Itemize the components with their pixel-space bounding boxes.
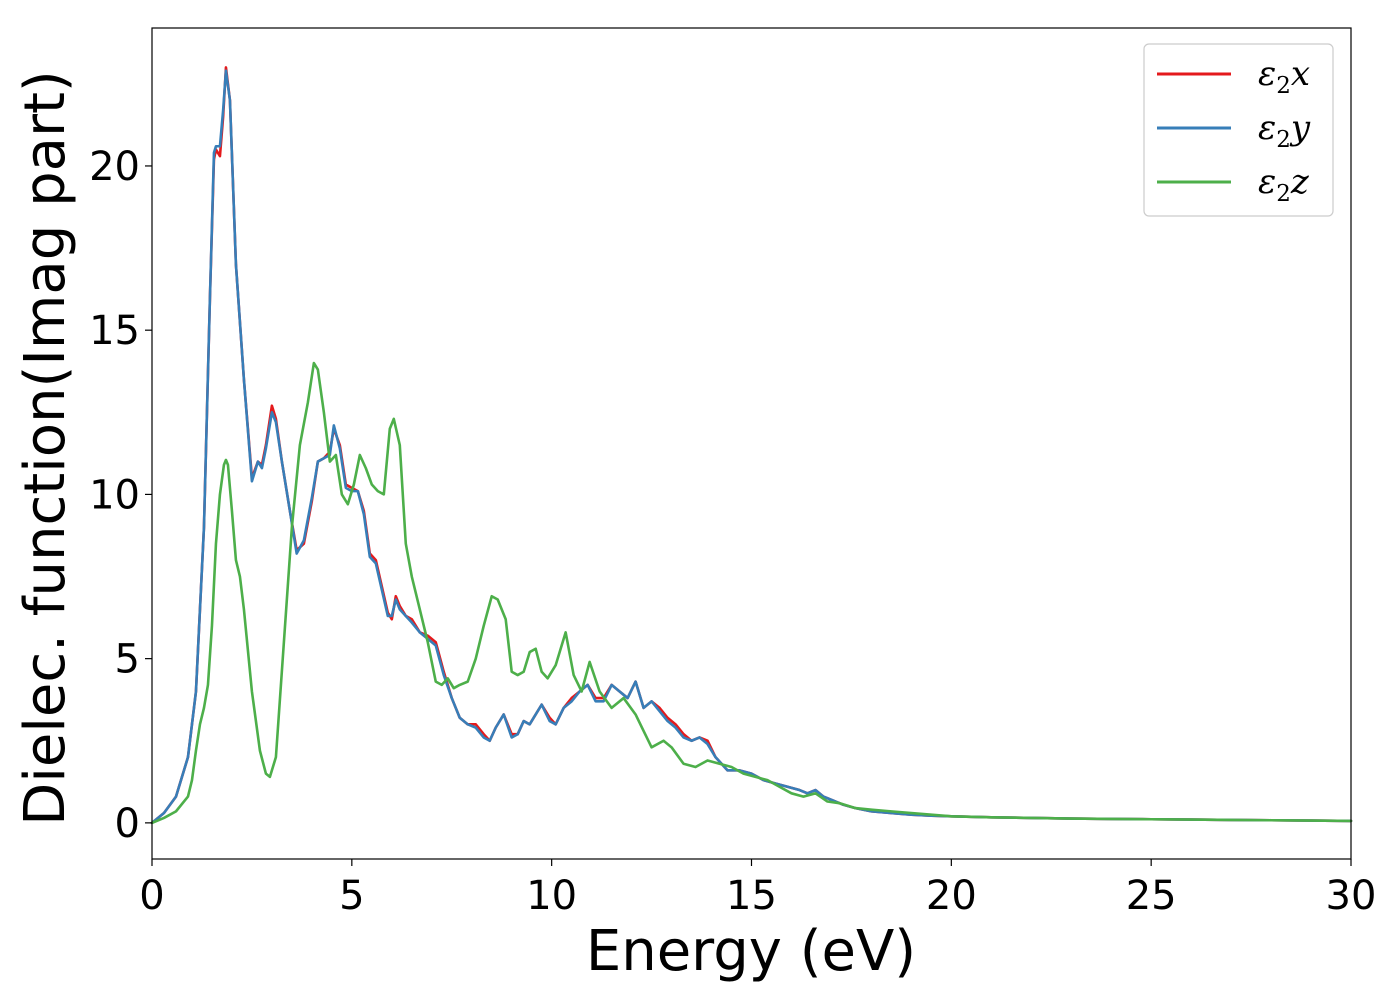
- legend-box: [1143, 43, 1334, 217]
- x-tick-label: 5: [339, 873, 364, 919]
- x-tick-label: 10: [526, 873, 577, 919]
- series-line-z: [150, 361, 1353, 825]
- series-layer: [150, 66, 1353, 825]
- y-tick-label: 5: [115, 637, 140, 683]
- x-tick-label: 20: [926, 873, 977, 919]
- legend-label-x: ε2x: [1258, 54, 1310, 99]
- legend-label-y: ε2y: [1258, 108, 1311, 153]
- x-tick-label: 30: [1326, 873, 1377, 919]
- legend: ε2x ε2y ε2z: [1143, 43, 1334, 217]
- x-tick-label: 15: [726, 873, 777, 919]
- series-line-y: [150, 69, 1353, 825]
- y-tick-label: 15: [89, 308, 140, 354]
- y-tick-label: 20: [89, 144, 140, 190]
- y-tick-label: 10: [89, 472, 140, 518]
- x-tick-label: 25: [1126, 873, 1177, 919]
- y-axis-label: Dielec. function(Imag part): [13, 70, 78, 826]
- y-axis: 0 5 10 15 20: [89, 144, 152, 847]
- y-tick-label: 0: [115, 801, 140, 847]
- x-tick-label: 0: [139, 873, 164, 919]
- x-axis-label: Energy (eV): [586, 919, 916, 984]
- x-axis: 0 5 10 15 20 25 30: [139, 859, 1376, 919]
- legend-label-z: ε2z: [1258, 162, 1310, 207]
